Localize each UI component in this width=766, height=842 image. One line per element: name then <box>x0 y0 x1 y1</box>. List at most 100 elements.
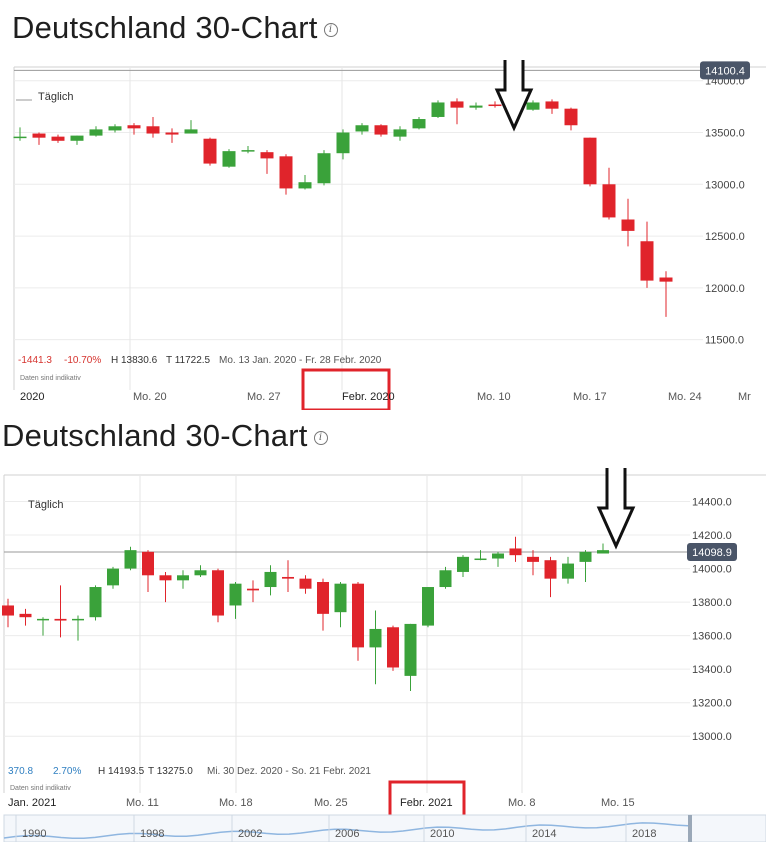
candle-body <box>107 568 119 586</box>
candle-body <box>282 576 294 579</box>
candle-body <box>579 551 592 562</box>
candle-body <box>583 137 597 185</box>
chart-background <box>0 468 766 842</box>
chart-title-2021: Deutschland 30-Chart i <box>2 418 328 454</box>
candle-body <box>89 587 102 618</box>
candle-body <box>32 133 46 138</box>
current-price-badge <box>687 543 737 562</box>
x-axis-label: Mo. 10 <box>477 391 511 403</box>
stat-range: Mo. 13 Jan. 2020 - Fr. 28 Febr. 2020 <box>219 355 382 366</box>
data-note: Daten sind indikativ <box>10 785 71 792</box>
stat-change: 370.8 <box>8 766 33 777</box>
candle-body <box>374 125 388 135</box>
y-tick-label: 13000.0 <box>692 731 732 743</box>
y-tick-label: 13500.0 <box>705 128 745 140</box>
navigator-year-label: 2006 <box>335 828 359 840</box>
candle-body <box>127 125 141 129</box>
candle-body <box>264 571 277 588</box>
candle-body <box>108 126 122 131</box>
candle-body <box>404 623 417 676</box>
candle-body <box>527 556 539 562</box>
candle-body <box>545 101 559 109</box>
candle-body <box>355 125 369 132</box>
chart-title-2020: Deutschland 30-Chart i <box>12 10 338 46</box>
y-tick-label: 11500.0 <box>705 335 744 347</box>
stat-low: T 11722.5 <box>166 355 211 366</box>
candle-body <box>298 182 312 189</box>
candle-body <box>37 618 49 621</box>
candle-body <box>640 241 654 281</box>
candle-body <box>450 101 464 108</box>
candlestick-chart-2020[interactable]: 11500.012000.012500.013000.013500.014000… <box>0 60 766 410</box>
candle-body <box>203 138 217 164</box>
y-tick-label: 14000.0 <box>692 564 732 576</box>
candle-body <box>54 618 67 621</box>
navigator-handle <box>688 815 692 842</box>
navigator-strip <box>3 814 766 842</box>
candle-body <box>387 627 399 668</box>
period-label: Täglich <box>28 499 63 511</box>
data-note: Daten sind indikativ <box>20 375 81 382</box>
x-axis-label: Febr. 2020 <box>342 391 395 403</box>
y-tick-label: 13600.0 <box>692 631 732 643</box>
candle-body <box>474 558 487 561</box>
candle-body <box>279 156 293 189</box>
candle-body <box>177 575 189 581</box>
navigator-year-label: 2010 <box>430 828 454 840</box>
stat-change: -1441.3 <box>18 355 52 366</box>
candle-body <box>526 102 540 110</box>
stat-change-pct: 2.70% <box>53 766 81 777</box>
navigator-year-label: 1990 <box>22 828 46 840</box>
x-axis-label: Mo. 27 <box>247 391 281 403</box>
candle-body <box>509 548 522 556</box>
info-icon[interactable]: i <box>313 430 328 445</box>
candle-body <box>422 587 434 626</box>
candlestick-chart-2021[interactable]: 13000.0 13200.0 13400.0 13600.0 13800.0 14000… <box>0 468 766 842</box>
candle-body <box>260 152 274 159</box>
x-axis-label: Mo. 15 <box>601 797 635 809</box>
x-axis-label: Mo. 25 <box>314 797 348 809</box>
current-price-label: 14100.4 <box>705 65 745 77</box>
x-axis-label: Mo. 18 <box>219 797 253 809</box>
x-axis-label: Mr <box>738 391 751 403</box>
candle-body <box>469 105 483 108</box>
candle-body <box>165 132 179 135</box>
candle-body <box>431 102 445 117</box>
navigator-year-label: 2018 <box>632 828 656 840</box>
info-icon[interactable]: i <box>323 22 338 37</box>
x-axis-label: Mo. 24 <box>668 391 702 403</box>
candle-body <box>2 605 14 616</box>
candle-body <box>439 570 452 588</box>
candle-body <box>659 277 673 282</box>
period-label: Täglich <box>38 91 73 103</box>
candle-body <box>70 135 84 141</box>
candle-body <box>352 583 364 648</box>
y-tick-label: 14400.0 <box>692 497 732 509</box>
candle-body <box>222 151 236 167</box>
x-axis-label: 2020 <box>20 391 44 403</box>
candle-body <box>492 553 504 559</box>
x-axis-label: Mo. 17 <box>573 391 607 403</box>
candle-body <box>51 136 65 141</box>
candle-body <box>142 551 154 576</box>
y-tick-label: 13400.0 <box>692 664 732 676</box>
current-price-badge <box>700 61 750 80</box>
candle-body <box>212 570 224 616</box>
current-price-label: 14098.9 <box>692 547 732 559</box>
candle-body <box>229 583 242 606</box>
candle-body <box>564 108 578 126</box>
stat-high: H 14193.5 <box>98 766 145 777</box>
x-axis-label: Mo. 11 <box>126 797 159 809</box>
stat-low: T 13275.0 <box>148 766 193 777</box>
candle-body <box>317 582 329 614</box>
candle-body <box>241 150 255 152</box>
candle-body <box>13 136 27 139</box>
x-axis-label: Jan. 2021 <box>8 797 56 809</box>
stat-range: Mi. 30 Dez. 2020 - So. 21 Febr. 2021 <box>207 766 371 777</box>
down-arrow-annotation <box>494 60 534 132</box>
x-axis-label: Mo. 8 <box>508 797 536 809</box>
candle-body <box>597 550 609 554</box>
candle-body <box>194 570 207 576</box>
candle-body <box>317 153 331 184</box>
candle-body <box>544 560 557 579</box>
